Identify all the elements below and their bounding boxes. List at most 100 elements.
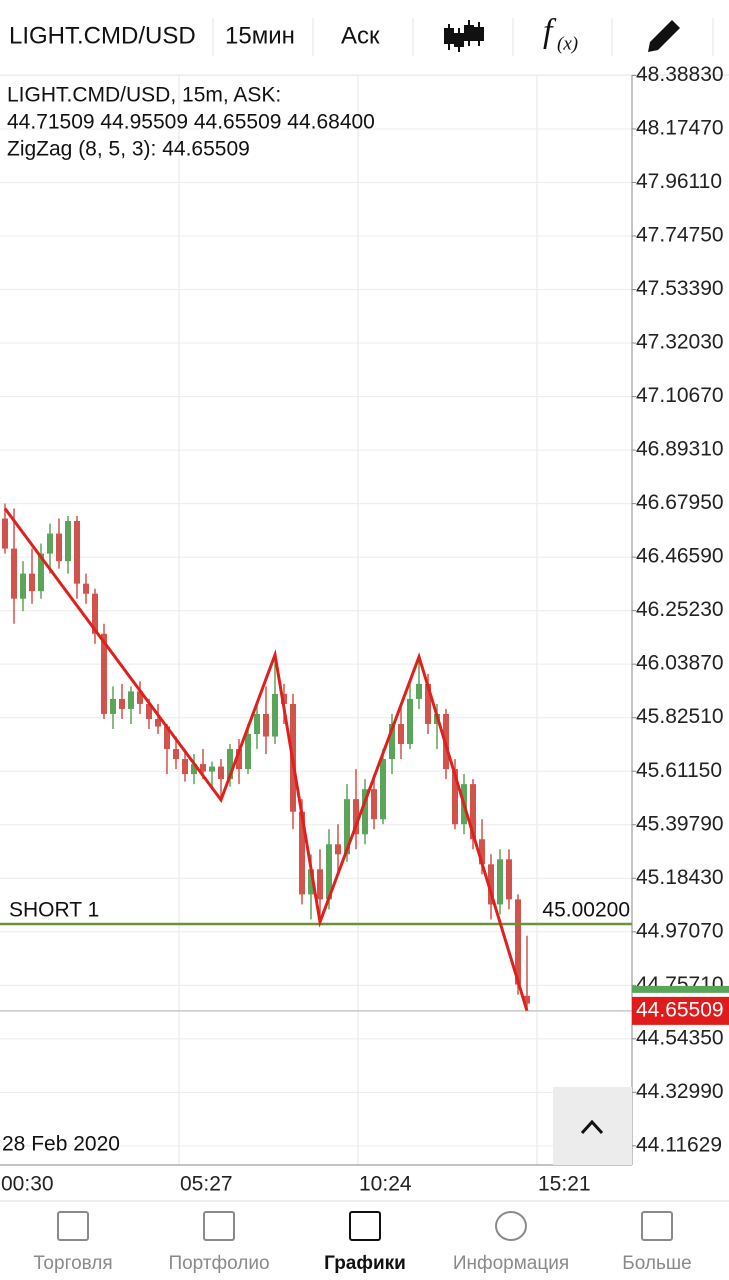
nav-icon xyxy=(57,1211,89,1241)
candle-body xyxy=(65,521,71,562)
candle-body xyxy=(299,811,305,895)
legend-line: ZigZag (8, 5, 3): 44.65509 xyxy=(7,138,250,161)
candle-body xyxy=(371,789,377,820)
y-tick-label: 47.96110 xyxy=(636,170,722,193)
candle-body xyxy=(515,899,521,985)
candle-body xyxy=(389,723,395,760)
candle-body xyxy=(317,869,323,900)
nav-label: Графики xyxy=(324,1253,406,1274)
candle-body xyxy=(254,713,260,735)
current-price-box xyxy=(632,996,729,1025)
date-label: 28 Feb 2020 xyxy=(2,1133,120,1156)
timeframe[interactable]: 15мин xyxy=(225,22,295,49)
chevron-up xyxy=(580,1119,604,1135)
candle-body xyxy=(20,573,26,599)
candle-body xyxy=(164,726,170,750)
candle-body xyxy=(11,548,17,599)
axes: 00:30 05:27 10:24 15:21 48.38830 48.17470 47.9… xyxy=(1,63,729,1196)
nav-icon xyxy=(349,1211,381,1241)
candle-body xyxy=(236,749,242,770)
nav-label: Портфолио xyxy=(168,1253,269,1274)
candle-body xyxy=(326,844,332,900)
candle-body xyxy=(227,749,233,780)
nav-item[interactable]: Портфолио xyxy=(168,1211,270,1274)
nav-item[interactable]: Больше xyxy=(622,1211,692,1274)
candle-body xyxy=(425,683,431,724)
candle-body xyxy=(407,698,413,745)
y-tick-label: 44.97070 xyxy=(636,919,724,942)
candle-body xyxy=(308,869,314,895)
nav-item[interactable]: Торговля xyxy=(33,1211,113,1274)
y-tick-label: 48.38830 xyxy=(636,63,724,86)
candle-body xyxy=(173,749,179,760)
current-price-label: 44.65509 xyxy=(636,998,724,1021)
toolbar: LIGHT.CMD/USD 15мин Аск f (x) xyxy=(0,0,729,76)
candle-body xyxy=(506,859,512,900)
candle-body xyxy=(29,573,35,592)
chart-type-icon[interactable] xyxy=(444,20,484,52)
candle-body xyxy=(209,766,215,772)
candle-body xyxy=(353,799,359,835)
candle-body xyxy=(344,799,350,855)
nav-icon xyxy=(203,1211,235,1241)
candle-body xyxy=(38,553,44,592)
candle-body xyxy=(497,859,503,905)
y-tick-label: 46.67950 xyxy=(636,491,724,514)
candle-body xyxy=(200,764,206,772)
plot: SHORT 1 45.00200 xyxy=(0,74,632,1165)
y-tick-label: 46.03870 xyxy=(636,652,724,675)
candle-body xyxy=(272,693,278,737)
y-tick-label: 47.53390 xyxy=(636,277,724,300)
candle-body xyxy=(281,693,287,704)
candle-body xyxy=(146,703,152,719)
candle-body xyxy=(101,633,107,714)
level-name: SHORT 1 xyxy=(9,898,99,921)
candle-body xyxy=(47,533,53,554)
x-tick-label: 15:21 xyxy=(538,1173,591,1196)
candle-body xyxy=(416,683,422,699)
candle-body xyxy=(182,759,188,775)
y-tick-label: 46.46590 xyxy=(636,545,724,568)
y-tick-label: 45.82510 xyxy=(636,705,724,728)
nav-label: Торговля xyxy=(33,1253,112,1274)
nav-label: Информация xyxy=(453,1253,569,1274)
y-tick-label: 45.18430 xyxy=(636,866,724,889)
candle-body xyxy=(335,844,341,855)
y-tick-label: 46.89310 xyxy=(636,438,724,461)
y-tick-label: 47.32030 xyxy=(636,331,724,354)
y-tick-label: 44.54350 xyxy=(636,1026,724,1049)
candle-body xyxy=(92,593,98,634)
legend-line: LIGHT.CMD/USD, 15m, ASK: xyxy=(7,84,281,107)
candle-body xyxy=(2,518,8,549)
candle-body xyxy=(452,769,458,825)
candle-body xyxy=(56,533,62,562)
nav-label: Больше xyxy=(622,1253,691,1274)
y-tick-label: 45.39790 xyxy=(636,812,724,835)
scroll-button[interactable] xyxy=(553,1087,632,1165)
price-side[interactable]: Аск xyxy=(341,22,380,49)
nav-item[interactable]: Информация xyxy=(453,1211,569,1274)
legend-line: 44.71509 44.95509 44.65509 44.68400 xyxy=(7,111,375,134)
function-icon-arg[interactable]: (x) xyxy=(557,33,578,54)
x-tick-label: 10:24 xyxy=(359,1173,412,1196)
bottom-nav: Торговля Портфолио Графики Информация Больше xyxy=(0,1200,729,1274)
candle-body xyxy=(137,691,143,704)
draw-icon[interactable] xyxy=(648,20,680,52)
y-tick-label: 48.17470 xyxy=(636,116,724,139)
symbol[interactable]: LIGHT.CMD/USD xyxy=(9,22,196,49)
nav-item[interactable]: Графики xyxy=(324,1211,406,1274)
y-tick-label: 47.74750 xyxy=(636,224,724,247)
candle-body xyxy=(362,789,368,835)
x-tick-label: 00:30 xyxy=(1,1173,54,1196)
candle-body xyxy=(245,734,251,770)
candle-body xyxy=(83,583,89,594)
y-tick-label: 44.11629 xyxy=(636,1133,722,1156)
y-tick-label: 46.25230 xyxy=(636,598,724,621)
level-value: 45.00200 xyxy=(542,898,630,921)
candle-body xyxy=(110,698,116,714)
zigzag-line xyxy=(3,507,529,1012)
candle-body xyxy=(479,839,485,865)
